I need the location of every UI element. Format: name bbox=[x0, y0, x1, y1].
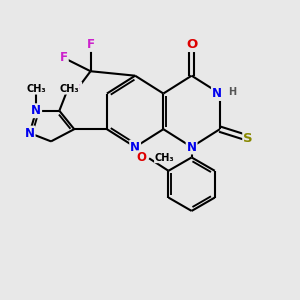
Text: S: S bbox=[243, 132, 253, 145]
Text: F: F bbox=[87, 38, 94, 51]
Text: F: F bbox=[60, 51, 68, 64]
Text: N: N bbox=[187, 140, 196, 154]
Text: F: F bbox=[73, 82, 81, 96]
Text: CH₃: CH₃ bbox=[26, 84, 46, 94]
Text: N: N bbox=[130, 140, 140, 154]
Text: CH₃: CH₃ bbox=[59, 84, 79, 94]
Text: H: H bbox=[228, 87, 236, 97]
Text: O: O bbox=[186, 38, 197, 51]
Text: N: N bbox=[212, 87, 222, 100]
Text: CH₃: CH₃ bbox=[154, 153, 174, 163]
Text: O: O bbox=[137, 151, 147, 164]
Text: N: N bbox=[31, 104, 41, 117]
Text: N: N bbox=[25, 127, 34, 140]
